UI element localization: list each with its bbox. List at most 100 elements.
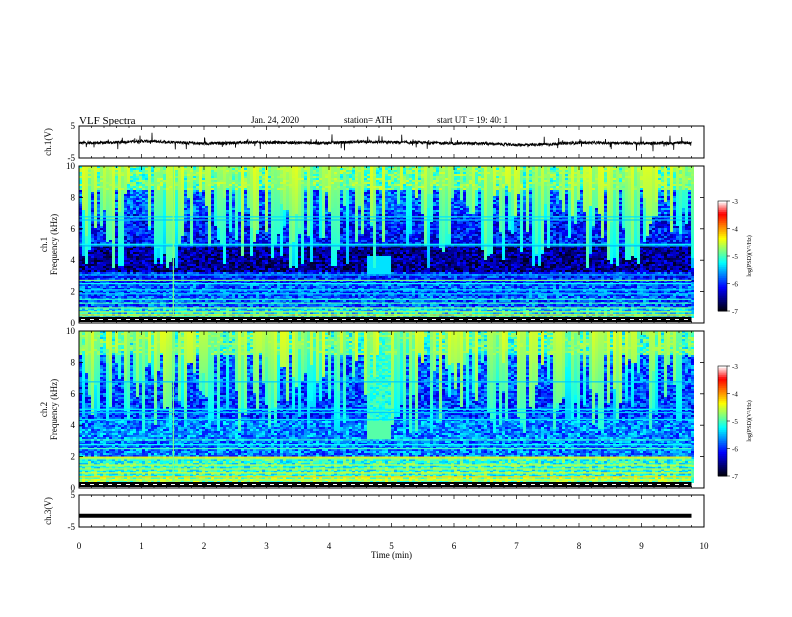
ch1-spectrogram-cell	[475, 186, 478, 188]
ch1-spectrogram-cell	[490, 190, 493, 192]
ch1-spectrogram-cell	[448, 182, 451, 184]
ch1-spectrogram-cell	[265, 186, 268, 188]
ch1-spectrogram-cell	[358, 178, 361, 180]
ch1-spectrogram-cell	[403, 204, 406, 206]
ch1-spectrogram-cell	[550, 168, 553, 170]
ch1-spectrogram-cell	[247, 206, 250, 208]
ch1-spectrogram-cell	[415, 172, 418, 174]
ch1-spectrogram-cell	[439, 184, 442, 186]
ch1-spectrogram-cell	[661, 204, 664, 206]
ch1-spectrogram-cell	[352, 176, 355, 178]
ch1-spectrogram-cell	[532, 184, 535, 186]
ch1-spectrogram-cell	[637, 200, 640, 202]
ch1-spectrogram-cell	[256, 170, 259, 172]
ch1-spectrogram-cell	[538, 174, 541, 176]
ch1-spectrogram-cell	[124, 176, 127, 178]
ch1-spectrogram-cell	[541, 192, 544, 194]
ch1-spectrogram-cell	[193, 188, 196, 190]
ch1-spectrogram-cell	[364, 170, 367, 172]
ch1-spectrogram-cell	[532, 182, 535, 184]
ch1-spectrogram-cell	[349, 168, 352, 170]
ch1-spectrogram-cell	[688, 184, 691, 186]
ch1-spectrogram-cell	[253, 202, 256, 204]
ch1-spectrogram-cell	[211, 182, 214, 184]
ch1-spectrogram-cell	[571, 196, 574, 198]
ch1-spectrogram-cell	[370, 208, 373, 210]
ch1-spectrogram-cell	[673, 200, 676, 202]
ch1-spectrogram-cell	[406, 192, 409, 194]
ch1-spectrogram-cell	[283, 196, 286, 198]
ch1-spectrogram-cell	[226, 202, 229, 204]
ch1-spectrogram-cell	[628, 200, 631, 202]
ch1-spectrogram-cell	[601, 178, 604, 180]
ch1-spectrogram-cell	[250, 184, 253, 186]
ch1-spectrogram-cell	[424, 174, 427, 176]
ch1-spectrogram-cell	[352, 172, 355, 174]
ch1-spectrogram-cell	[328, 192, 331, 194]
ch1-spectrogram-cell	[658, 168, 661, 170]
ch1-spectrogram-cell	[625, 174, 628, 176]
ch1-spectrogram-cell	[346, 182, 349, 184]
ch1-spectrogram-cell	[664, 204, 667, 206]
ch1-spectrogram-cell	[514, 176, 517, 178]
ch1-spectrogram-cell	[136, 176, 139, 178]
ch1-spectrogram-cell	[418, 168, 421, 170]
ch1-spectrogram-cell	[106, 198, 109, 200]
ch1-spectrogram-cell	[664, 174, 667, 176]
ch1-spectrogram-cell	[184, 188, 187, 190]
ch1-spectrogram-cell	[310, 186, 313, 188]
ch1-spectrogram-cell	[268, 202, 271, 204]
ch1-spectrogram-cell	[247, 186, 250, 188]
ch1-spectrogram-cell	[622, 198, 625, 200]
ch1-spectrogram-cell	[148, 186, 151, 188]
ch1-spectrogram-cell	[508, 182, 511, 184]
ch1-spectrogram-cell	[601, 200, 604, 202]
ch1-spectrogram-cell	[595, 192, 598, 194]
ch1-spectrogram-cell	[130, 182, 133, 184]
ch1-spectrogram-cell	[463, 168, 466, 170]
ch1-spectrogram-cell	[340, 202, 343, 204]
ch1-spectrogram-cell	[661, 180, 664, 182]
ch1-spectrogram-cell	[184, 200, 187, 202]
ch1-spectrogram-cell	[562, 176, 565, 178]
ch1-spectrogram-cell	[679, 206, 682, 208]
ch1-spectrogram-cell	[256, 186, 259, 188]
ch1-spectrogram-cell	[568, 188, 571, 190]
ch1-spectrogram-cell	[109, 208, 112, 210]
ch1-spectrogram-cell	[127, 204, 130, 206]
ch1-spectrogram-cell	[151, 198, 154, 200]
ch1-spectrogram-cell	[610, 202, 613, 204]
ch1-spectrogram-cell	[598, 176, 601, 178]
ch1-spectrogram-cell	[376, 180, 379, 182]
ch1-spectrogram-cell	[682, 200, 685, 202]
ch1-spectrogram-cell	[499, 200, 502, 202]
ch1-spectrogram-cell	[139, 198, 142, 200]
ch1-spectrogram-cell	[574, 190, 577, 192]
ch1-spectrogram-cell	[559, 172, 562, 174]
ch1-spectrogram-cell	[652, 196, 655, 198]
ch1-spectrogram-cell	[502, 196, 505, 198]
ch1-spectrogram-cell	[85, 178, 88, 180]
ch1-spectrogram-cell	[238, 208, 241, 210]
ch1-spectrogram-cell	[229, 186, 232, 188]
ch1-spectrogram-cell	[418, 184, 421, 186]
ch1-spectrogram-cell	[607, 176, 610, 178]
ch1-spectrogram-cell	[454, 198, 457, 200]
ch1-spectrogram-cell	[229, 198, 232, 200]
ch1-spectrogram-cell	[682, 188, 685, 190]
ch1-spectrogram-cell	[658, 194, 661, 196]
ch1-spectrogram-cell	[256, 182, 259, 184]
ch1-spectrogram-cell	[163, 192, 166, 194]
ch1-spectrogram-cell	[259, 176, 262, 178]
ch1-spectrogram-cell	[595, 202, 598, 204]
ch1-spectrogram-cell	[298, 188, 301, 190]
ch1-spectrogram-cell	[562, 178, 565, 180]
ch1-spectrogram-cell	[664, 206, 667, 208]
ch1-spectrogram-cell	[664, 168, 667, 170]
ch1-spectrogram-cell	[229, 192, 232, 194]
ch1-spectrogram-cell	[625, 202, 628, 204]
ch1-spectrogram-cell	[565, 174, 568, 176]
ch1-spectrogram-cell	[265, 204, 268, 206]
ch1-spectrogram-cell	[601, 170, 604, 172]
ch1-spectrogram-cell	[466, 200, 469, 202]
